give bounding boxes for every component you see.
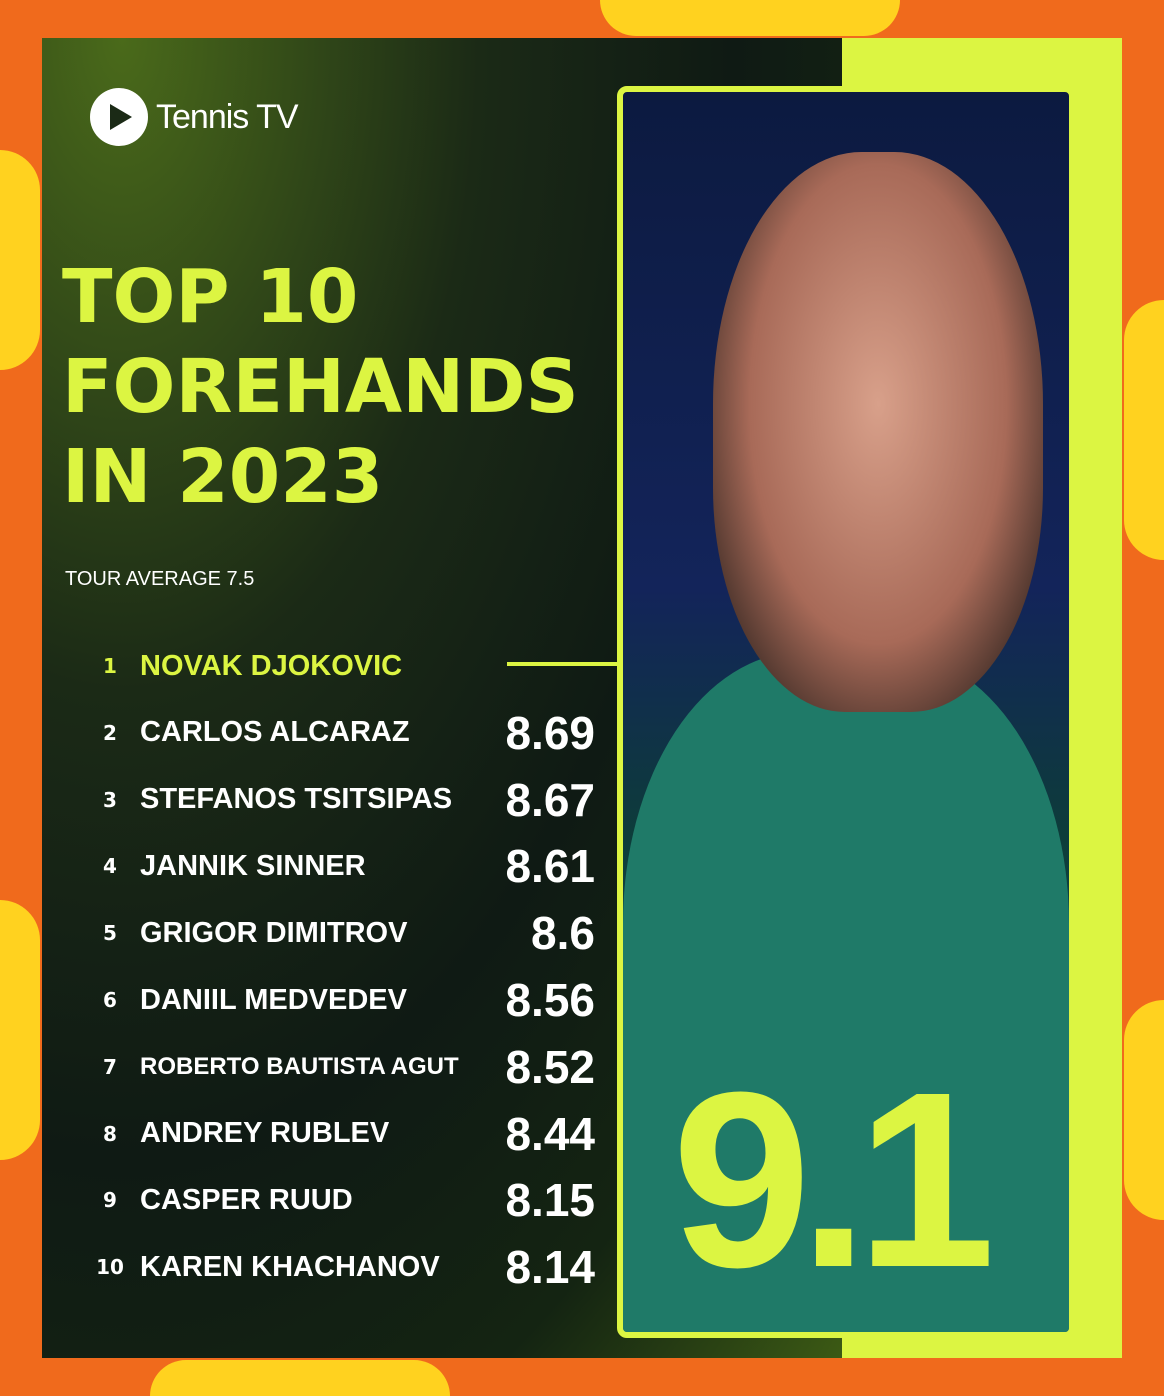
tennis-ball-play-icon [90, 88, 148, 146]
highlight-score: 9.1 [672, 1040, 996, 1319]
rank-number: 10 [96, 1255, 124, 1280]
rank-number: 9 [103, 1188, 117, 1213]
rank-number: 7 [103, 1054, 117, 1079]
brand-name: Tennis TV [156, 97, 299, 136]
rank-number: 5 [103, 921, 117, 946]
player-name: CARLOS ALCARAZ [140, 716, 410, 749]
rank-number: 1 [103, 654, 117, 678]
table-row: 7 ROBERTO BAUTISTA AGUT 8.52 [80, 1037, 595, 1097]
decor-blob [0, 150, 40, 370]
forehand-rating: 8.44 [505, 1107, 595, 1160]
player-name: ANDREY RUBLEV [140, 1117, 390, 1150]
player-jacket [623, 652, 1069, 1332]
table-row: 5 GRIGOR DIMITROV 8.6 [80, 903, 595, 963]
forehand-rating: 8.61 [505, 840, 595, 893]
player-name: STEFANOS TSITSIPAS [140, 783, 453, 816]
player-head [713, 152, 1043, 712]
table-row: 9 CASPER RUUD 8.15 [80, 1170, 595, 1230]
decor-blob [150, 1360, 450, 1396]
table-row: 8 ANDREY RUBLEV 8.44 [80, 1104, 595, 1164]
decor-blob [600, 0, 900, 36]
title-line: FOREHANDS [62, 344, 579, 430]
forehand-rating: 8.14 [505, 1241, 595, 1294]
page-title: TOP 10 FOREHANDS IN 2023 [62, 252, 579, 522]
player-name: ROBERTO BAUTISTA AGUT [140, 1052, 459, 1080]
rank-number: 2 [103, 720, 117, 745]
rank-number: 6 [103, 988, 117, 1012]
decor-blob [0, 900, 40, 1160]
tour-average: TOUR AVERAGE 7.5 [65, 568, 255, 590]
rank-number: 4 [103, 854, 117, 879]
decor-blob [1124, 1000, 1164, 1220]
forehand-rating: 8.15 [505, 1174, 595, 1227]
title-line: IN 2023 [62, 434, 384, 520]
forehand-rating: 8.6 [531, 907, 595, 960]
rank-number: 8 [103, 1121, 117, 1146]
connector-line [507, 662, 619, 666]
player-name: GRIGOR DIMITROV [140, 916, 408, 949]
table-row: 10 KAREN KHACHANOV 8.14 [80, 1237, 595, 1297]
table-row: 6 DANIIL MEDVEDEV 8.56 [80, 970, 595, 1030]
player-name: NOVAK DJOKOVIC [140, 649, 403, 682]
player-name: CASPER RUUD [140, 1183, 353, 1216]
tennis-tv-logo: Tennis TV [90, 88, 299, 146]
table-row: 2 CARLOS ALCARAZ 8.69 [80, 703, 595, 763]
table-row: 1 NOVAK DJOKOVIC [80, 636, 595, 696]
player-name: DANIIL MEDVEDEV [140, 983, 407, 1016]
rank-number: 3 [103, 787, 117, 812]
player-name: JANNIK SINNER [140, 849, 366, 882]
forehand-rating: 8.56 [505, 974, 595, 1026]
player-name: KAREN KHACHANOV [140, 1250, 440, 1283]
player-photo [617, 86, 1075, 1338]
forehand-rating: 8.52 [505, 1040, 595, 1093]
decor-blob [1124, 300, 1164, 560]
forehand-rating: 8.69 [505, 706, 595, 759]
title-line: TOP 10 [62, 254, 359, 340]
table-row: 4 JANNIK SINNER 8.61 [80, 836, 595, 896]
forehand-rating: 8.67 [505, 773, 595, 826]
table-row: 3 STEFANOS TSITSIPAS 8.67 [80, 770, 595, 830]
